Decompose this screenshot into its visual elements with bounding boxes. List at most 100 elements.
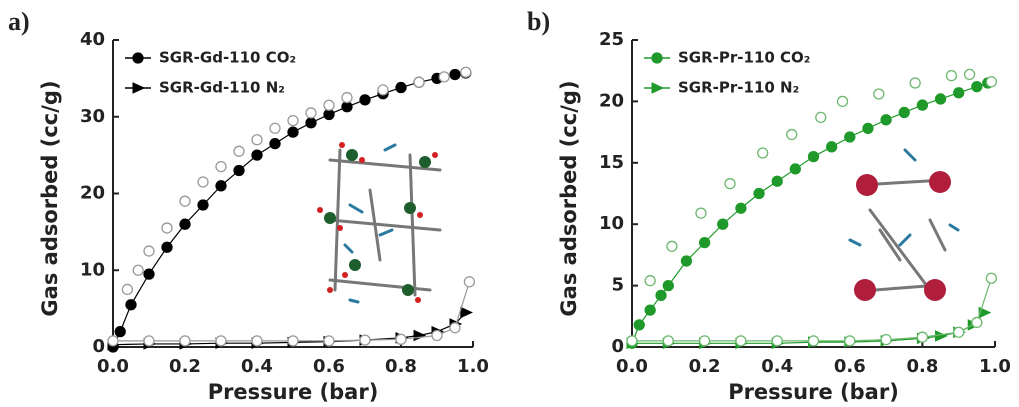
data-point — [718, 219, 728, 229]
data-point — [306, 108, 316, 118]
data-point — [954, 88, 964, 98]
data-point — [790, 164, 800, 174]
data-point — [198, 177, 208, 187]
data-point — [754, 189, 764, 199]
x-tick-label: 0.8 — [906, 356, 938, 377]
data-point — [324, 100, 334, 110]
data-point — [162, 223, 172, 233]
data-point — [700, 238, 710, 248]
data-point — [881, 115, 891, 125]
data-point — [917, 100, 927, 110]
y-tick-label: 0 — [92, 336, 105, 357]
legend-marker — [133, 53, 143, 63]
data-point — [845, 336, 855, 346]
y-axis-label: Gas adsorbed (cc/g) — [38, 80, 62, 316]
x-tick-label: 0.0 — [97, 356, 129, 377]
data-point — [772, 176, 782, 186]
data-point — [133, 265, 143, 275]
x-tick-label: 0.6 — [313, 356, 345, 377]
data-point — [162, 242, 172, 252]
y-tick-label: 40 — [80, 29, 105, 50]
x-tick-label: 0.0 — [616, 356, 648, 377]
data-point — [378, 85, 388, 95]
data-point — [874, 89, 884, 99]
data-point — [342, 102, 352, 112]
data-point — [663, 281, 673, 291]
data-point — [881, 335, 891, 345]
data-point — [144, 246, 154, 256]
legend-label: SGR-Gd-110 N₂ — [159, 79, 285, 97]
panel-label: a) — [8, 7, 30, 36]
data-point — [432, 330, 442, 340]
x-tick-label: 0.4 — [241, 356, 273, 377]
data-point — [838, 96, 848, 106]
data-point — [180, 196, 190, 206]
data-point — [414, 77, 424, 87]
figure: a) 0 10 20 30 40 0.0 0.2 0.4 0.6 0.8 1.0 Pressure (b… — [0, 0, 1019, 407]
data-point — [656, 290, 666, 300]
y-tick-label: 0 — [611, 336, 624, 357]
data-point — [827, 142, 837, 152]
data-point — [122, 284, 132, 294]
data-point — [972, 82, 982, 92]
y-tick-label: 20 — [599, 90, 624, 111]
data-point — [972, 317, 982, 327]
legend-marker — [133, 83, 144, 93]
data-point — [696, 208, 706, 218]
data-point — [439, 72, 449, 82]
data-point — [681, 256, 691, 266]
data-point — [663, 336, 673, 346]
data-point — [464, 277, 474, 287]
data-point — [115, 327, 125, 337]
y-tick-label: 20 — [80, 183, 105, 204]
y-tick-label: 10 — [599, 213, 624, 234]
crystal-inset — [317, 142, 440, 303]
data-point — [252, 150, 262, 160]
data-point — [946, 71, 956, 81]
data-point — [645, 276, 655, 286]
data-point — [667, 241, 677, 251]
data-point — [126, 300, 136, 310]
data-point — [450, 323, 460, 333]
x-tick-label: 1.0 — [979, 356, 1011, 377]
y-tick-label: 30 — [80, 106, 105, 127]
data-point — [144, 336, 154, 346]
legend-marker — [652, 83, 663, 93]
crystal-inset — [850, 150, 958, 301]
data-point — [324, 109, 334, 119]
legend-marker — [652, 53, 662, 63]
data-point — [324, 336, 334, 346]
x-axis-label: Pressure (bar) — [728, 380, 899, 404]
panel-label: b) — [527, 7, 550, 36]
data-point — [736, 336, 746, 346]
legend-label: SGR-Pr-110 CO₂ — [678, 49, 810, 67]
data-point — [986, 77, 996, 87]
data-point — [936, 331, 947, 341]
x-tick-label: 0.4 — [761, 356, 793, 377]
y-tick-label: 5 — [611, 275, 624, 296]
x-tick-label: 0.2 — [689, 356, 721, 377]
data-point — [108, 336, 118, 346]
data-point — [252, 336, 262, 346]
data-point — [342, 93, 352, 103]
data-point — [772, 336, 782, 346]
legend-label: SGR-Pr-110 N₂ — [678, 79, 799, 97]
x-tick-label: 0.6 — [834, 356, 866, 377]
y-tick-label: 15 — [599, 152, 624, 173]
data-point — [634, 320, 644, 330]
x-tick-label: 0.2 — [169, 356, 201, 377]
data-point — [450, 70, 460, 80]
data-point — [144, 269, 154, 279]
data-point — [954, 327, 964, 337]
data-point — [216, 162, 226, 172]
data-point — [234, 146, 244, 156]
data-point — [725, 179, 735, 189]
data-point — [252, 135, 262, 145]
x-tick-label: 0.8 — [385, 356, 417, 377]
data-point — [360, 335, 370, 345]
data-point — [936, 94, 946, 104]
data-point — [180, 336, 190, 346]
series-line — [632, 83, 988, 343]
data-point — [360, 95, 370, 105]
data-point — [809, 336, 819, 346]
